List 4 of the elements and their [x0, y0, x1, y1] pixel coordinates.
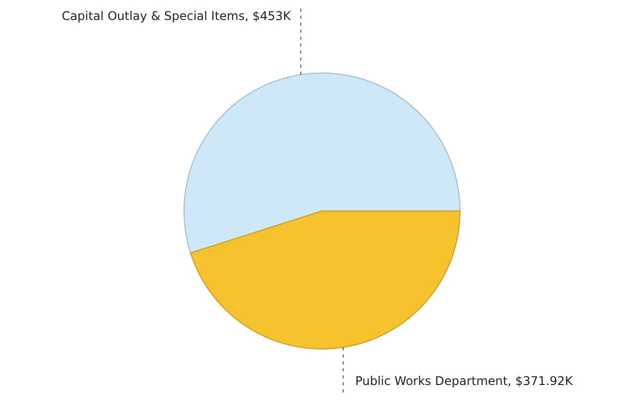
pie-slice	[190, 210, 460, 350]
slice-label: Public Works Department, $371.92K	[355, 374, 574, 388]
pie-slice	[184, 72, 460, 254]
slice-label: Capital Outlay & Special Items, $453K	[62, 9, 292, 23]
